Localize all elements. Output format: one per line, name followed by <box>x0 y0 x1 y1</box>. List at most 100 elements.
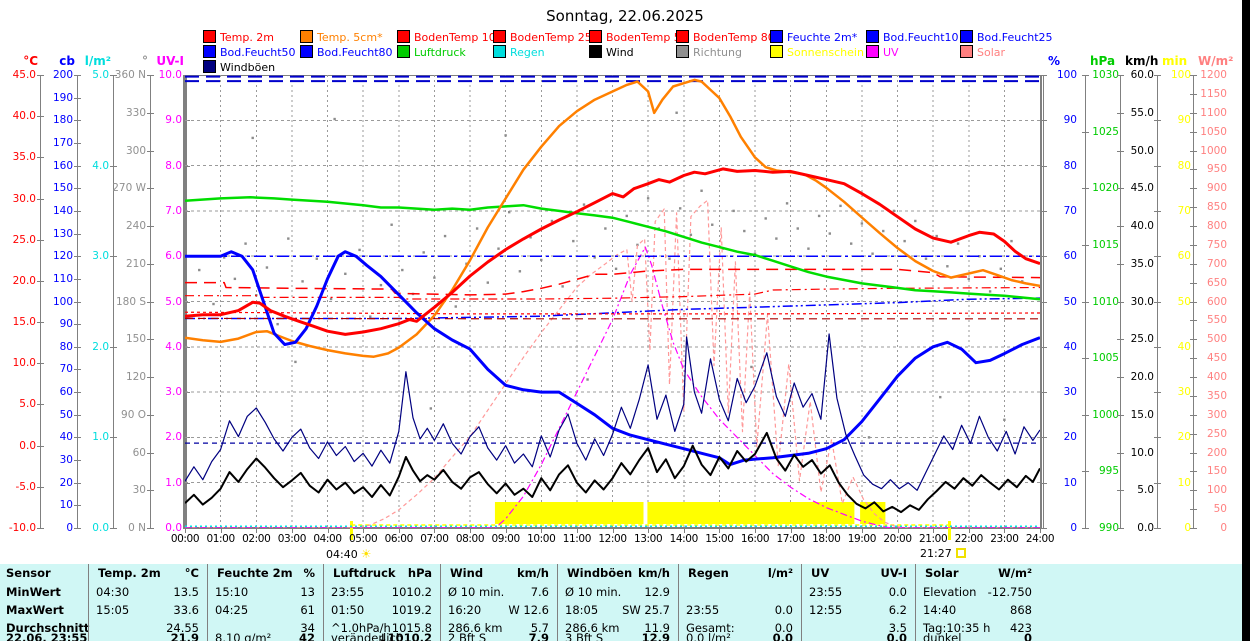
series-richtung-point <box>988 290 992 293</box>
axis-tick-label: 9.0 <box>165 114 182 127</box>
axis-line-rain-axis <box>113 75 114 528</box>
axis-tick <box>37 486 44 488</box>
legend-label: BodenTemp 25 <box>510 31 592 44</box>
series-bodentemp25 <box>185 286 1040 300</box>
axis-tick <box>37 322 44 324</box>
axis-tick <box>1154 256 1161 258</box>
stat-wind-label-3: 2 Bft S <box>448 631 487 641</box>
axis-tick <box>74 528 81 529</box>
stat-luftdruck-value-1: 1019.2 <box>391 603 432 617</box>
axis-tick-label: 60.0 <box>1130 69 1154 81</box>
axis-tick-label: 1.0 <box>165 476 182 489</box>
stat-header-uv: UV <box>811 566 830 580</box>
series-richtung-point <box>849 242 853 245</box>
axis-tick <box>37 404 44 406</box>
weather-chart-plot <box>185 75 1040 528</box>
axis-tick <box>1040 210 1047 212</box>
x-axis-tick <box>719 528 721 533</box>
axis-tick <box>1190 263 1197 265</box>
series-temp-2m <box>185 167 1040 336</box>
stat-wind-value-0: 7.6 <box>530 585 549 599</box>
series-richtung-point <box>344 272 347 276</box>
axis-tick <box>1117 339 1124 341</box>
legend-color-swatch <box>770 45 783 58</box>
axis-tick-label: 300 <box>1206 408 1227 421</box>
axis-tick-label: 25.0 <box>12 233 36 246</box>
x-axis-hour-label: 05:00 <box>348 533 378 545</box>
axis-tick <box>1190 112 1197 114</box>
sunrise-sun-icon: ☀ <box>360 547 372 561</box>
series-richtung-point <box>750 365 753 369</box>
stat-regen-label-1: 23:55 <box>686 603 720 617</box>
stat-uv-value-2: 3.5 <box>888 621 907 635</box>
series-richtung-point <box>839 204 842 208</box>
axis-tick-label: 0.0 <box>1137 522 1154 534</box>
legend-item-solar: Solar <box>960 45 1006 59</box>
axis-tick-label: 5.0 <box>19 398 36 411</box>
series-bodfeucht10 <box>185 297 1040 320</box>
table-separator <box>88 564 89 641</box>
series-richtung-point <box>454 305 457 308</box>
legend-label: Solar <box>977 46 1006 59</box>
axis-tick-label: 500 <box>1206 333 1227 346</box>
series-richtung-point <box>529 236 532 239</box>
legend-color-swatch <box>676 30 689 43</box>
legend-item-temp-5cm-: Temp. 5cm* <box>300 30 383 44</box>
series-richtung-point <box>333 117 336 121</box>
axis-tick-label: 10 <box>1177 476 1191 489</box>
x-axis-tick <box>256 528 258 533</box>
axis-tick <box>1190 414 1197 416</box>
stat-regen-value-2: 0.0 <box>774 621 793 635</box>
axis-tick-label: 90 <box>1063 114 1077 127</box>
axis-tick <box>1154 346 1161 348</box>
axis-tick-label: 1020 <box>1092 182 1119 195</box>
axis-tick <box>1082 131 1089 133</box>
stat-unit-luftdruck: hPa <box>407 566 432 580</box>
series-richtung-point <box>294 360 297 364</box>
axis-tick <box>147 528 154 529</box>
axis-tick-label: 550 <box>1206 314 1227 327</box>
axis-tick-label: 300 <box>125 144 146 157</box>
axis-tick-label: 1015 <box>1092 238 1119 251</box>
axis-tick-label: 60 <box>1063 250 1077 263</box>
axis-tick <box>1190 93 1197 95</box>
x-axis-hour-label: 10:00 <box>527 533 556 545</box>
axis-tick-label: 100 <box>52 295 73 308</box>
axis-tick <box>37 198 44 200</box>
series-richtung-point <box>668 257 671 260</box>
axis-tick <box>74 120 81 122</box>
stat-luftdruck-value-0: 1010.2 <box>391 585 432 599</box>
table-separator <box>915 564 916 641</box>
axis-tick-label: 120 <box>125 371 146 383</box>
axis-tick <box>147 301 154 303</box>
axis-tick <box>147 414 154 416</box>
x-axis-tick <box>897 528 899 533</box>
series-richtung-point <box>999 267 1003 270</box>
axis-line-temp-axis <box>40 75 41 528</box>
x-axis-tick <box>1040 528 1041 533</box>
axis-tick <box>74 482 81 484</box>
legend-color-swatch <box>589 30 602 43</box>
axis-tick-label: 0.0 <box>165 522 182 534</box>
axis-tick-label: 1010 <box>1092 295 1119 308</box>
stat-header-regen: Regen <box>688 566 729 580</box>
axis-tick-label: 70 <box>1063 204 1077 217</box>
series-richtung-point <box>518 270 522 273</box>
axis-tick-label: 350 <box>1206 389 1227 402</box>
series-richtung-point <box>860 222 864 225</box>
axis-tick <box>1040 256 1047 258</box>
axis-tick-label: 1005 <box>1092 352 1119 365</box>
x-axis-hour-label: 20:00 <box>883 533 912 545</box>
series-richtung-point <box>743 229 746 233</box>
series-richtung-point <box>1010 239 1013 243</box>
axis-tick-label: 950 <box>1206 163 1227 176</box>
stat-row-label-2: MaxWert <box>6 603 64 617</box>
legend-label: Bod.Feucht80 <box>317 46 393 59</box>
series-richtung-point <box>700 189 703 192</box>
axis-tick <box>1190 131 1197 133</box>
x-axis-tick <box>755 528 756 533</box>
axis-tick <box>147 377 154 378</box>
x-axis-hour-label: 16:00 <box>740 533 770 545</box>
series-richtung-point <box>550 219 554 223</box>
stat-solar-label-3: dunkel <box>923 631 962 641</box>
